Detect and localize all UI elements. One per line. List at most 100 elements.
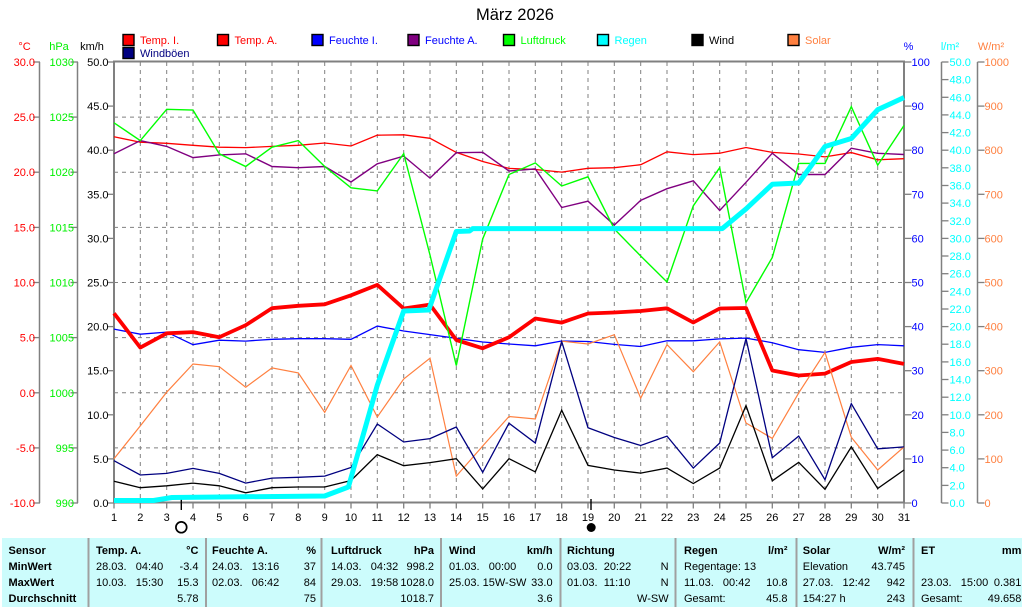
svg-text:Feuchte A.: Feuchte A. [212,545,268,557]
svg-text:Windböen: Windböen [140,48,190,60]
svg-text:Temp. I.: Temp. I. [140,35,179,47]
svg-text:Regen: Regen [684,545,718,557]
svg-text:N: N [661,577,669,589]
svg-text:24: 24 [714,512,726,524]
svg-text:6.0: 6.0 [950,445,965,457]
svg-text:5.78: 5.78 [177,593,198,605]
svg-text:25.0: 25.0 [14,112,35,124]
svg-text:5: 5 [216,512,222,524]
svg-text:2.0: 2.0 [950,480,965,492]
svg-text:1018.7: 1018.7 [400,593,434,605]
svg-text:75: 75 [304,593,316,605]
svg-text:48.0: 48.0 [950,75,971,87]
svg-text:700: 700 [985,189,1003,201]
svg-text:20: 20 [912,410,924,422]
svg-text:49.658: 49.658 [988,593,1022,605]
svg-text:37: 37 [304,561,316,573]
svg-text:km/h: km/h [527,545,553,557]
svg-text:15: 15 [477,512,489,524]
svg-text:21: 21 [635,512,647,524]
svg-text:1020: 1020 [50,167,74,179]
svg-text:42.0: 42.0 [950,128,971,140]
svg-text:28: 28 [819,512,831,524]
svg-text:30.0: 30.0 [950,233,971,245]
svg-text:33.0: 33.0 [531,577,552,589]
svg-text:300: 300 [985,366,1003,378]
svg-text:15.3: 15.3 [177,577,198,589]
svg-text:l/m²: l/m² [941,41,960,53]
svg-text:01.03. 11:10: 01.03. 11:10 [567,577,630,589]
svg-text:40: 40 [912,322,924,334]
svg-text:15.0: 15.0 [87,366,108,378]
svg-text:1015: 1015 [50,222,74,234]
svg-text:1030: 1030 [50,57,74,69]
svg-text:-5.0: -5.0 [16,443,35,455]
svg-text:400: 400 [985,322,1003,334]
svg-text:hPa: hPa [414,545,435,557]
svg-text:W/m²: W/m² [878,545,905,557]
svg-text:24.03. 13:16: 24.03. 13:16 [212,561,279,573]
svg-text:35.0: 35.0 [87,189,108,201]
svg-text:1028.0: 1028.0 [400,577,434,589]
svg-text:Luftdruck: Luftdruck [521,35,567,47]
svg-text:100: 100 [985,454,1003,466]
svg-text:40.0: 40.0 [950,145,971,157]
svg-text:12.0: 12.0 [950,392,971,404]
svg-text:°C: °C [186,545,198,557]
svg-text:26: 26 [766,512,778,524]
svg-text:10.0: 10.0 [14,278,35,290]
svg-text:26.0: 26.0 [950,269,971,281]
svg-text:1000: 1000 [985,57,1009,69]
svg-text:Elevation: Elevation [803,561,848,573]
svg-text:0.0: 0.0 [20,388,35,400]
svg-text:90: 90 [912,101,924,113]
svg-text:998.2: 998.2 [406,561,434,573]
svg-text:17: 17 [529,512,541,524]
svg-text:10.03. 15:30: 10.03. 15:30 [96,577,163,589]
svg-text:Wind: Wind [709,35,734,47]
svg-text:11.03. 00:42: 11.03. 00:42 [684,577,750,589]
svg-text:600: 600 [985,233,1003,245]
svg-text:0: 0 [912,498,918,510]
svg-text:27.03. 12:42: 27.03. 12:42 [803,577,870,589]
svg-text:16: 16 [503,512,515,524]
svg-text:23: 23 [687,512,699,524]
svg-text:20.0: 20.0 [87,322,108,334]
svg-text:%: % [306,545,316,557]
svg-text:990: 990 [56,498,74,510]
svg-text:20.0: 20.0 [950,322,971,334]
svg-text:24.0: 24.0 [950,286,971,298]
svg-text:4.0: 4.0 [950,463,965,475]
svg-text:50.0: 50.0 [950,57,971,69]
svg-text:Gesamt:: Gesamt: [921,593,963,605]
svg-text:2: 2 [137,512,143,524]
svg-text:22: 22 [661,512,673,524]
svg-text:10.0: 10.0 [950,410,971,422]
svg-text:30: 30 [912,366,924,378]
svg-text:10: 10 [912,454,924,466]
svg-text:43.745: 43.745 [871,561,905,573]
svg-text:Temp. A.: Temp. A. [235,35,278,47]
svg-text:45.0: 45.0 [87,101,108,113]
svg-text:Regen: Regen [615,35,647,47]
svg-text:-10.0: -10.0 [10,498,35,510]
svg-text:38.0: 38.0 [950,163,971,175]
svg-text:22.0: 22.0 [950,304,971,316]
svg-text:12: 12 [398,512,410,524]
svg-text:1000: 1000 [50,388,74,400]
svg-text:N: N [661,561,669,573]
svg-text:30.0: 30.0 [87,233,108,245]
svg-text:MinWert: MinWert [9,561,53,573]
svg-text:3.6: 3.6 [537,593,552,605]
svg-text:29: 29 [845,512,857,524]
svg-text:14.03. 04:32: 14.03. 04:32 [331,561,398,573]
svg-text:19: 19 [582,512,594,524]
svg-text:l/m²: l/m² [768,545,788,557]
svg-text:84: 84 [304,577,316,589]
svg-text:70: 70 [912,189,924,201]
svg-text:5.0: 5.0 [20,333,35,345]
svg-text:15.0: 15.0 [14,222,35,234]
svg-text:Gesamt:: Gesamt: [684,593,726,605]
svg-text:34.0: 34.0 [950,198,971,210]
svg-text:0.0: 0.0 [950,498,965,510]
